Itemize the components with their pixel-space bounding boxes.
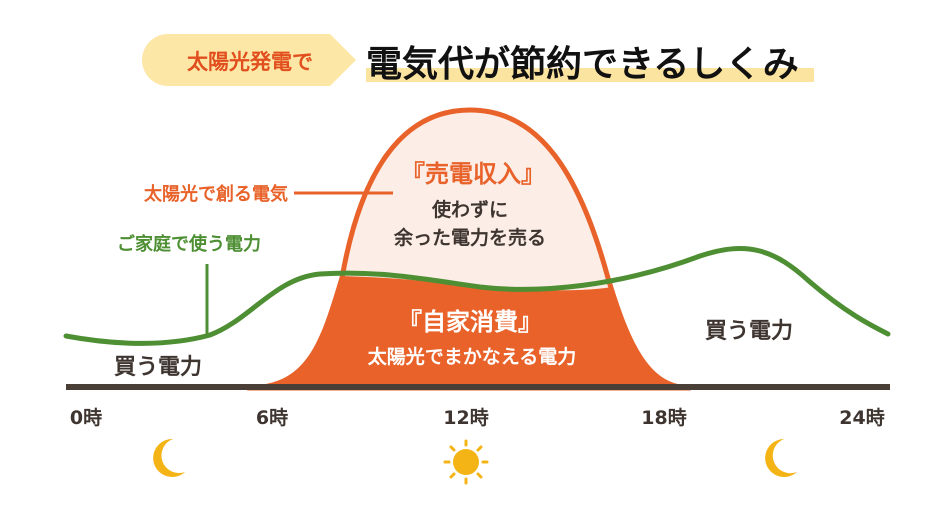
tick-6: 6時 bbox=[256, 407, 288, 429]
header-badge: 太陽光発電で bbox=[187, 50, 313, 74]
self-line: 太陽光でまかなえる電力 bbox=[368, 345, 576, 368]
time-axis-line bbox=[66, 384, 890, 390]
sell-title: 『売電収入』 bbox=[401, 160, 545, 188]
badge-shape bbox=[142, 34, 356, 86]
tick-12: 12時 bbox=[443, 407, 488, 429]
buy-label-right: 買う電力 bbox=[705, 319, 793, 344]
self-consumption-area bbox=[248, 276, 690, 388]
title-underline bbox=[366, 68, 814, 82]
sell-line1: 使わずに bbox=[431, 199, 508, 221]
tick-24: 24時 bbox=[839, 407, 884, 429]
header: 太陽光発電で 電気代が節約できるしくみ bbox=[142, 34, 814, 86]
buy-label-left: 買う電力 bbox=[114, 355, 202, 380]
household-curve bbox=[63, 246, 891, 346]
solar-generation-label: 太陽光で創る電気 bbox=[144, 183, 288, 205]
household-use-label: ご家庭で使う電力 bbox=[117, 233, 261, 255]
sun-icon bbox=[443, 439, 489, 485]
moon-icon bbox=[765, 439, 797, 477]
self-title: 『自家消費』 bbox=[398, 308, 542, 336]
tick-0: 0時 bbox=[70, 407, 102, 429]
tick-18: 18時 bbox=[641, 407, 686, 429]
moon-icon bbox=[153, 438, 185, 477]
sell-line2: 余った電力を売る bbox=[393, 226, 546, 249]
page-title: 電気代が節約できるしくみ bbox=[366, 44, 799, 85]
